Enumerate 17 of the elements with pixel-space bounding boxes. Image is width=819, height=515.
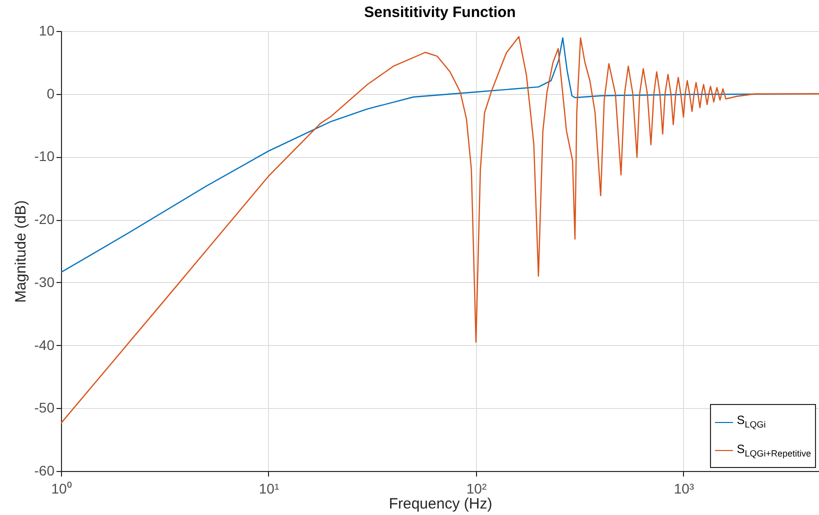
y-tick-label: -40 — [34, 336, 55, 353]
chart-title: Sensititivity Function — [364, 4, 516, 21]
x-tick-label: 10² — [466, 480, 487, 496]
legend-label: S$_{LQGi}$ — [736, 412, 766, 432]
y-tick-label: -50 — [34, 400, 55, 416]
x-tick-label: 10⁰ — [51, 480, 72, 496]
x-tick-label: 10¹ — [258, 480, 280, 496]
y-tick-label: -30 — [34, 274, 55, 290]
y-tick-label: -20 — [34, 211, 55, 228]
y-tick-label: -10 — [34, 148, 55, 164]
x-axis-title: Frequency (Hz) — [388, 496, 492, 512]
y-tick-label: 0 — [46, 85, 55, 102]
x-tick-label: 10³ — [674, 480, 694, 496]
y-tick-label: 10 — [38, 22, 55, 38]
y-axis-title: Magnitude (dB) — [12, 200, 30, 303]
y-tick-label: -60 — [34, 462, 55, 478]
legend-label: S$_{LQGi+Repetitive}$ — [736, 440, 811, 460]
